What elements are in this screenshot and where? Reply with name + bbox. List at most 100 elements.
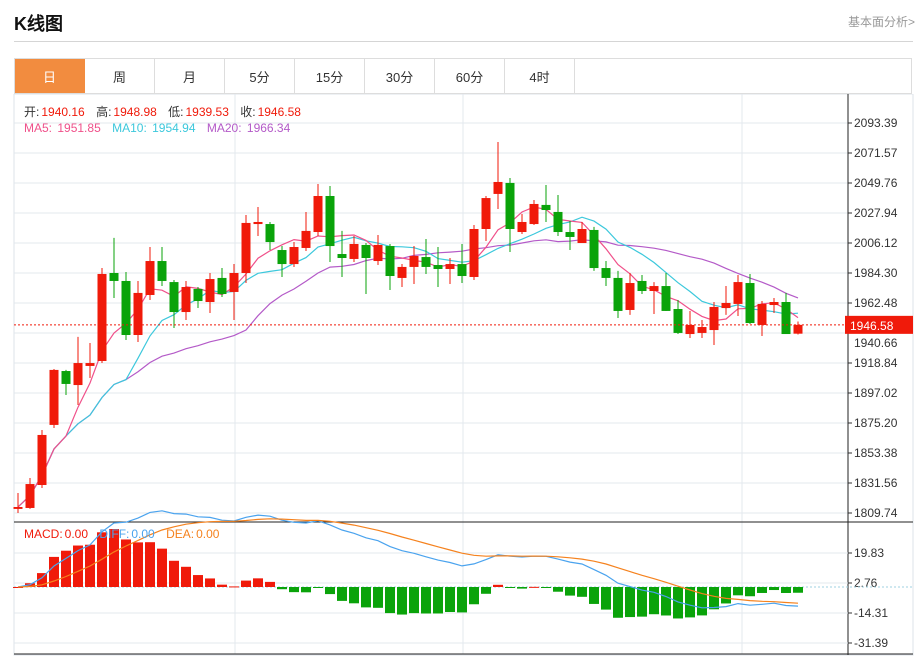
macd-histogram-bar bbox=[337, 587, 347, 601]
fundamental-analysis-link[interactable]: 基本面分析> bbox=[847, 15, 915, 29]
macd-histogram-bar bbox=[145, 542, 155, 587]
candle-body bbox=[385, 246, 395, 277]
low-value: 1939.53 bbox=[185, 105, 229, 119]
tab-60min[interactable]: 60分 bbox=[435, 59, 505, 93]
macd-histogram-bar bbox=[469, 587, 479, 605]
high-label: 高: bbox=[96, 105, 112, 119]
macd-histogram-bar bbox=[397, 587, 407, 615]
candle bbox=[421, 239, 431, 274]
tab-4hour[interactable]: 4时 bbox=[505, 59, 575, 93]
price-tick-label: 1984.30 bbox=[854, 266, 898, 280]
tab-5min[interactable]: 5分 bbox=[225, 59, 295, 93]
macd-histogram-bar bbox=[385, 587, 395, 614]
macd-histogram-bar bbox=[37, 573, 47, 587]
macd-histogram-bar bbox=[289, 587, 299, 593]
candle bbox=[85, 342, 95, 379]
candle-body bbox=[145, 261, 155, 295]
tab-30min[interactable]: 30分 bbox=[365, 59, 435, 93]
candle bbox=[553, 195, 563, 237]
macd-tick-label: 2.76 bbox=[854, 576, 878, 590]
current-price-badge bbox=[845, 315, 913, 334]
candle bbox=[541, 184, 551, 222]
candle-body bbox=[49, 369, 59, 425]
price-tick-label: 1853.38 bbox=[854, 446, 898, 460]
macd-histogram-bar bbox=[493, 584, 503, 587]
macd-histogram-bar bbox=[277, 587, 287, 590]
candle bbox=[625, 272, 635, 315]
tab-month[interactable]: 月 bbox=[155, 59, 225, 93]
candle bbox=[337, 230, 347, 277]
candle-body bbox=[217, 277, 227, 295]
chart-canvas[interactable]: 2093.39 2071.57 2049.76 2027.94 2006.12 1984.… bbox=[0, 93, 923, 656]
candle bbox=[253, 206, 263, 237]
candle bbox=[145, 247, 155, 300]
candle-body bbox=[721, 302, 731, 309]
price-tick-label: 2027.94 bbox=[854, 206, 898, 220]
macd-histogram-bar bbox=[445, 587, 455, 613]
candle-body bbox=[397, 266, 407, 278]
macd-histogram-bar bbox=[253, 578, 263, 587]
macd-histogram-bar bbox=[553, 587, 563, 592]
macd-histogram-bar bbox=[157, 548, 167, 587]
current-price-label: 1946.58 bbox=[850, 319, 894, 333]
candle bbox=[469, 225, 479, 281]
candle-body bbox=[637, 280, 647, 292]
macd-histogram-bar bbox=[73, 545, 83, 587]
kline-chart[interactable]: 2093.39 2071.57 2049.76 2027.94 2006.12 1984.… bbox=[0, 93, 923, 656]
candle bbox=[97, 268, 107, 364]
price-tick-label: 2049.76 bbox=[854, 176, 898, 190]
candle-body bbox=[457, 264, 467, 277]
macd-histogram-bar bbox=[589, 587, 599, 604]
candle bbox=[637, 275, 647, 295]
candle bbox=[613, 270, 623, 318]
candle bbox=[133, 280, 143, 343]
candle-body bbox=[445, 264, 455, 270]
candle-body bbox=[673, 309, 683, 333]
candle-body bbox=[169, 282, 179, 313]
macd-histogram-bar bbox=[241, 580, 251, 587]
candle-body bbox=[697, 327, 707, 333]
candle bbox=[565, 221, 575, 251]
candle-body bbox=[313, 195, 323, 233]
price-tick-label: 1831.56 bbox=[854, 476, 898, 490]
candle-body bbox=[121, 280, 131, 336]
candle-body bbox=[301, 230, 311, 248]
tab-week[interactable]: 周 bbox=[85, 59, 155, 93]
candle-body bbox=[349, 243, 359, 259]
candle bbox=[649, 282, 659, 314]
candle-body bbox=[589, 229, 599, 269]
ma-legend: MA5: 1951.85 MA10: 1954.94 MA20: 1966.34 bbox=[24, 121, 292, 135]
candle-body bbox=[505, 182, 515, 229]
high-value: 1948.98 bbox=[113, 105, 157, 119]
candle bbox=[361, 243, 371, 295]
candle-body bbox=[13, 507, 23, 509]
candle bbox=[721, 286, 731, 315]
tab-day[interactable]: 日 bbox=[15, 59, 85, 93]
tab-15min[interactable]: 15分 bbox=[295, 59, 365, 93]
candle-body bbox=[109, 272, 119, 281]
candle-body bbox=[517, 221, 527, 233]
macd-histogram-bar bbox=[709, 587, 719, 610]
candle bbox=[169, 280, 179, 328]
macd-legend: MACD: 0.00 DIFF: 0.00 DEA: 0.00 bbox=[24, 527, 221, 541]
candle bbox=[277, 246, 287, 277]
macd-histogram-bar bbox=[457, 587, 467, 613]
macd-histogram-bar bbox=[349, 587, 359, 604]
candle-body bbox=[157, 261, 167, 281]
candle bbox=[73, 336, 83, 405]
macd-histogram-bar bbox=[193, 575, 203, 587]
candle-body bbox=[529, 203, 539, 225]
macd-histogram-bar bbox=[373, 587, 383, 608]
macd-histogram-bar bbox=[517, 587, 527, 589]
candle-body bbox=[577, 228, 587, 244]
candle bbox=[241, 214, 251, 284]
dea-value: 0.00 bbox=[196, 527, 220, 541]
macd-histogram-bar bbox=[361, 587, 371, 608]
candle bbox=[589, 226, 599, 271]
macd-histogram-bar bbox=[661, 587, 671, 616]
macd-histogram-bar bbox=[541, 587, 551, 588]
macd-histogram-bar bbox=[205, 578, 215, 587]
candle bbox=[229, 264, 239, 321]
candle bbox=[193, 287, 203, 309]
candle-body bbox=[265, 224, 275, 243]
